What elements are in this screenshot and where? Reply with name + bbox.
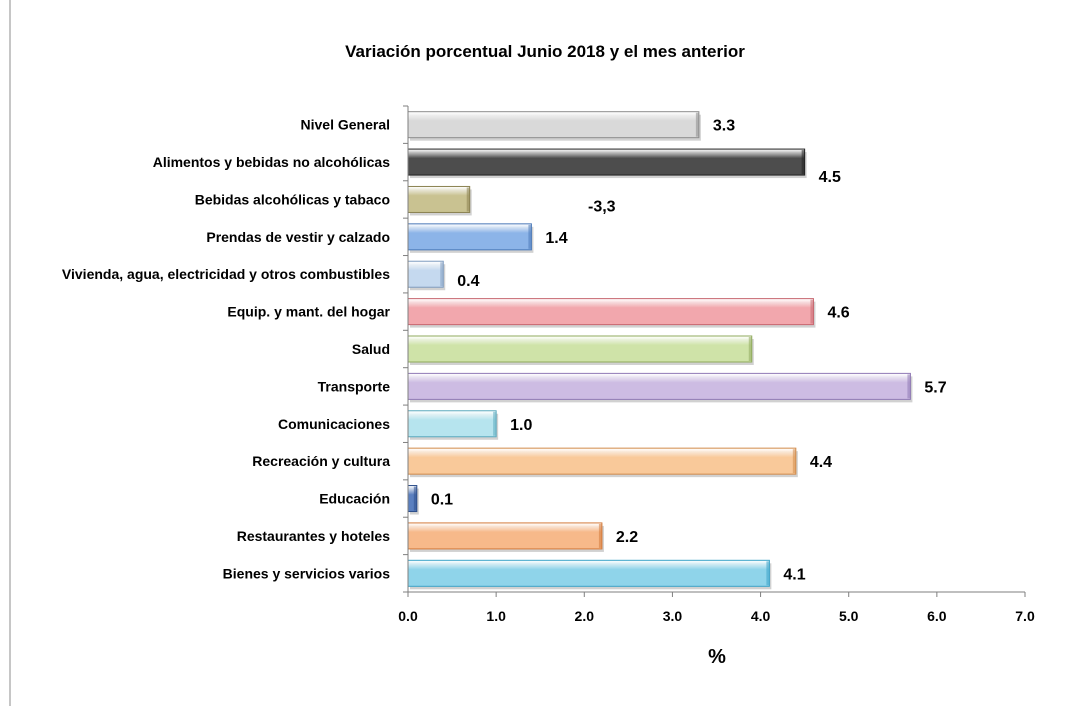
x-tick-label: 3.0 bbox=[663, 608, 683, 624]
x-tick-label: 4.0 bbox=[751, 608, 771, 624]
bars-layer bbox=[407, 111, 913, 590]
bar-end-cap bbox=[413, 486, 417, 511]
category-label: Equip. y mant. del hogar bbox=[227, 304, 390, 320]
bar-end-cap bbox=[598, 523, 602, 548]
bar-end-cap bbox=[907, 374, 911, 399]
x-tick-label: 6.0 bbox=[927, 608, 947, 624]
axes-layer: Nivel General 3.3 Alimentos y bebidas no a… bbox=[62, 105, 1035, 624]
x-axis-label: % bbox=[708, 646, 726, 668]
bar-end-cap bbox=[466, 187, 470, 212]
data-label: 1.0 bbox=[510, 417, 532, 434]
chart-title: Variación porcentual Junio 2018 y el mes… bbox=[345, 42, 745, 61]
bar bbox=[407, 260, 444, 288]
data-label: 0.4 bbox=[457, 273, 479, 290]
category-label: Prendas de vestir y calzado bbox=[206, 229, 390, 245]
data-label: 3.3 bbox=[713, 118, 735, 135]
bar-end-cap bbox=[801, 150, 805, 175]
bar bbox=[407, 185, 471, 213]
bar-end-cap bbox=[528, 224, 532, 249]
bar bbox=[407, 223, 532, 251]
data-label: 1.4 bbox=[545, 230, 567, 247]
bar-end-cap bbox=[695, 112, 699, 137]
category-label: Alimentos y bebidas no alcohólicas bbox=[153, 154, 390, 170]
data-label: -3,3 bbox=[588, 198, 616, 215]
category-label: Recreación y cultura bbox=[252, 453, 390, 469]
x-tick-label: 5.0 bbox=[839, 608, 859, 624]
data-label: 2.2 bbox=[616, 529, 638, 546]
bar-end-cap bbox=[810, 299, 814, 324]
bar-end-cap bbox=[748, 337, 752, 361]
bar bbox=[407, 335, 753, 363]
bar-end-cap bbox=[440, 262, 444, 287]
category-label: Restaurantes y hoteles bbox=[237, 528, 390, 544]
data-label: 4.6 bbox=[827, 305, 849, 322]
data-label: 5.7 bbox=[924, 379, 946, 396]
data-label: 4.5 bbox=[819, 169, 841, 186]
bar bbox=[407, 522, 603, 550]
bar bbox=[407, 447, 797, 475]
x-tick-label: 2.0 bbox=[575, 608, 595, 624]
data-label: 4.4 bbox=[810, 454, 832, 471]
x-tick-label: 0.0 bbox=[398, 608, 418, 624]
category-label: Educación bbox=[319, 491, 390, 507]
category-label: Transporte bbox=[318, 378, 391, 394]
category-label: Salud bbox=[352, 341, 390, 357]
bar bbox=[407, 148, 806, 176]
category-label: Comunicaciones bbox=[278, 416, 390, 432]
bar bbox=[407, 298, 814, 326]
bar bbox=[407, 372, 911, 400]
data-label: 4.1 bbox=[783, 566, 805, 583]
bar-end-cap bbox=[766, 561, 770, 586]
bar bbox=[407, 410, 497, 438]
x-tick-label: 7.0 bbox=[1015, 608, 1035, 624]
category-label: Vivienda, agua, electricidad y otros com… bbox=[62, 266, 390, 282]
bar-end-cap bbox=[792, 449, 796, 474]
category-label: Bienes y servicios varios bbox=[223, 565, 391, 581]
bar bbox=[407, 111, 700, 139]
x-tick-label: 1.0 bbox=[486, 608, 506, 624]
data-label: 0.1 bbox=[431, 492, 453, 509]
category-label: Nivel General bbox=[301, 117, 391, 133]
bar bbox=[407, 559, 770, 587]
category-label: Bebidas alcohólicas y tabaco bbox=[195, 191, 390, 207]
bar-end-cap bbox=[493, 411, 497, 436]
